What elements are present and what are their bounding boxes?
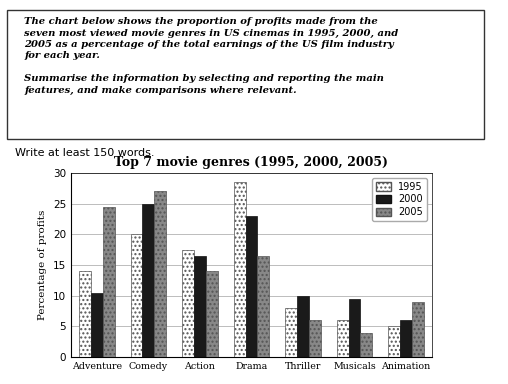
Bar bbox=[337, 320, 348, 357]
Bar bbox=[412, 302, 424, 357]
Bar bbox=[361, 333, 372, 357]
Bar bbox=[348, 299, 361, 357]
Bar bbox=[400, 320, 412, 357]
Bar bbox=[79, 271, 91, 357]
Bar bbox=[91, 293, 103, 357]
Bar bbox=[234, 182, 245, 357]
Bar bbox=[131, 234, 142, 357]
Bar bbox=[154, 191, 166, 357]
Text: Write at least 150 words.: Write at least 150 words. bbox=[15, 147, 154, 158]
Text: The chart below shows the proportion of profits made from the
seven most viewed : The chart below shows the proportion of … bbox=[24, 17, 399, 95]
Bar bbox=[142, 204, 154, 357]
Bar bbox=[103, 207, 115, 357]
Bar bbox=[285, 308, 297, 357]
Bar bbox=[297, 296, 309, 357]
Bar bbox=[182, 250, 194, 357]
Bar bbox=[206, 271, 218, 357]
Y-axis label: Percentage of profits: Percentage of profits bbox=[39, 210, 47, 320]
Legend: 1995, 2000, 2005: 1995, 2000, 2005 bbox=[372, 178, 427, 221]
Bar bbox=[388, 326, 400, 357]
FancyBboxPatch shape bbox=[8, 10, 484, 139]
Title: Top 7 movie genres (1995, 2000, 2005): Top 7 movie genres (1995, 2000, 2005) bbox=[114, 156, 389, 169]
Bar bbox=[194, 256, 206, 357]
Bar bbox=[309, 320, 321, 357]
Bar bbox=[258, 256, 269, 357]
Bar bbox=[245, 216, 258, 357]
